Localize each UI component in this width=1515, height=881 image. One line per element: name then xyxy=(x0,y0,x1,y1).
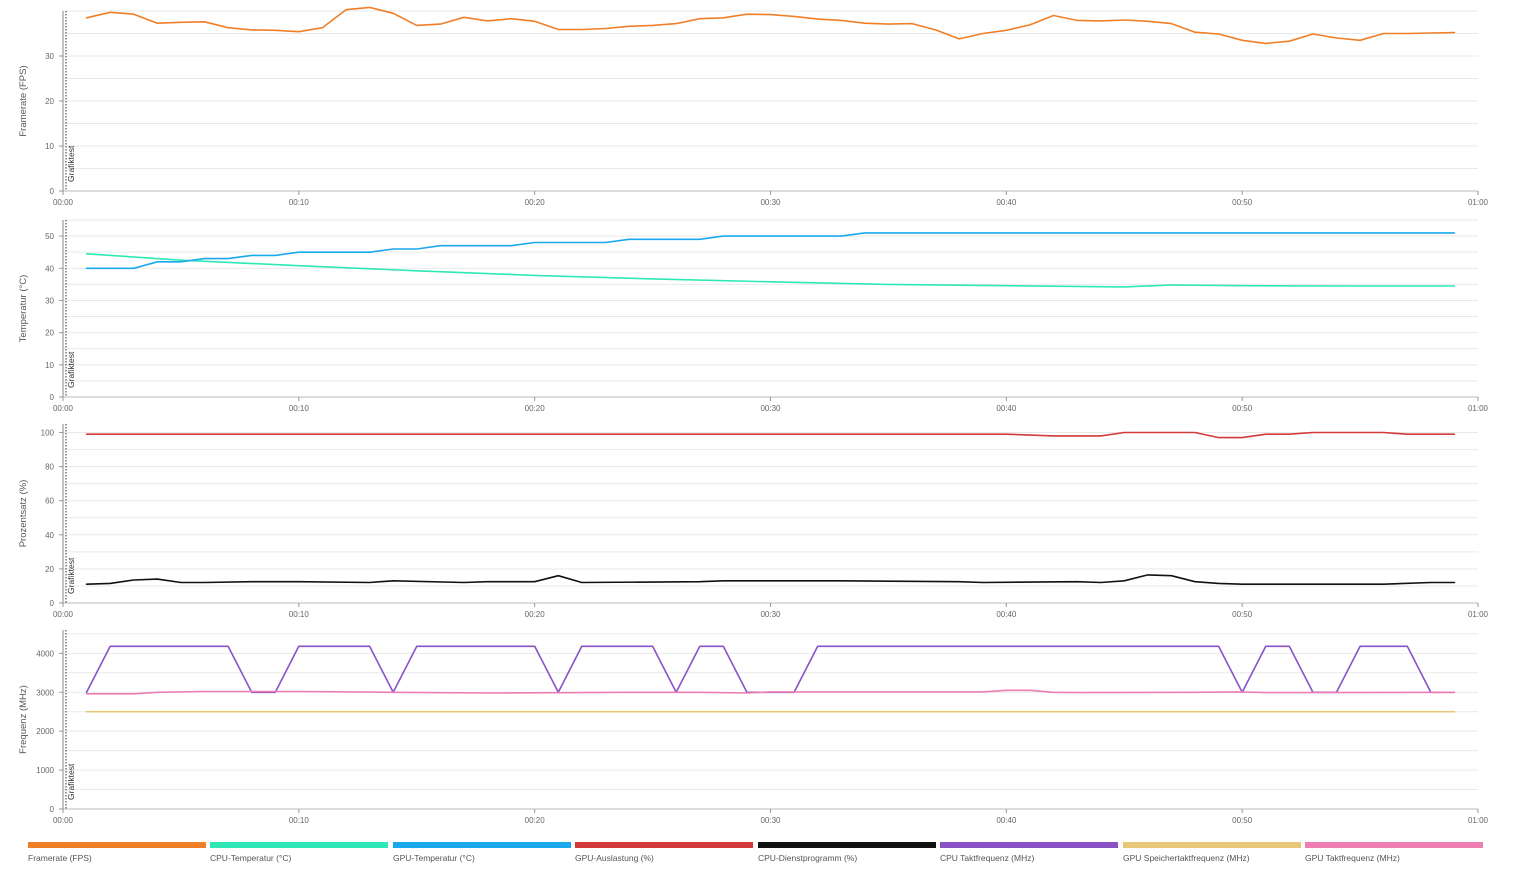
y-tick-label: 2000 xyxy=(36,727,54,736)
legend-swatch-gpu-clock xyxy=(1305,842,1483,848)
legend-label-gpu-utilization: GPU-Auslastung (%) xyxy=(575,853,654,863)
y-tick-label: 50 xyxy=(45,232,54,241)
y-axis-label: Prozentsatz (%) xyxy=(18,480,29,548)
legend-item-gpu-clock[interactable]: GPU Taktfrequenz (MHz) xyxy=(1305,842,1483,872)
y-tick-label: 60 xyxy=(45,497,54,506)
legend-item-cpu-temperature[interactable]: CPU-Temperatur (°C) xyxy=(210,842,388,872)
chart-panel-4: 0 1000 2000 3000 4000 00:00 00:10 00:20 00:30 00:… xyxy=(18,630,1489,825)
y-tick-label: 4000 xyxy=(36,649,54,658)
legend-swatch-gpu-memory-clock xyxy=(1123,842,1301,848)
y-axis-label: Temperatur (°C) xyxy=(18,275,29,343)
legend-item-gpu-utilization[interactable]: GPU-Auslastung (%) xyxy=(575,842,753,872)
y-tick-label: 10 xyxy=(45,361,54,370)
y-tick-label: 100 xyxy=(41,429,55,438)
x-tick-label: 00:10 xyxy=(289,816,310,825)
legend-label-cpu-clock: CPU Taktfrequenz (MHz) xyxy=(940,853,1035,863)
marker-label: Grafiktest xyxy=(66,763,76,800)
x-tick-label: 01:00 xyxy=(1468,404,1489,413)
y-tick-label: 20 xyxy=(45,565,54,574)
series-line-gpu-auslastung[interactable] xyxy=(85,431,1456,439)
series-line-gpu-temperatur-c[interactable] xyxy=(85,232,1456,270)
chart-panel-1: 0 10 20 30 00:00 00:10 00:20 00:30 00:40 00:50 01:… xyxy=(18,6,1489,207)
y-axis-label: Framerate (FPS) xyxy=(18,65,29,136)
x-tick-label: 01:00 xyxy=(1468,610,1489,619)
x-tick-label: 00:00 xyxy=(53,404,74,413)
y-tick-label: 30 xyxy=(45,52,54,61)
x-tick-label: 00:30 xyxy=(760,198,781,207)
legend-item-gpu-temperature[interactable]: GPU-Temperatur (°C) xyxy=(393,842,571,872)
x-tick-label: 00:50 xyxy=(1232,198,1253,207)
x-tick-label: 00:20 xyxy=(525,198,546,207)
x-tick-label: 00:40 xyxy=(996,610,1017,619)
y-tick-label: 20 xyxy=(45,97,54,106)
x-tick-label: 00:10 xyxy=(289,198,310,207)
legend: Framerate (FPS) CPU-Temperatur (°C) GPU-… xyxy=(28,842,1490,872)
chart-panel-2: 0 10 20 30 40 50 00:00 00:10 00:20 00:30 00:40 00:5… xyxy=(18,219,1489,413)
chart-panel-3: 0 20 40 60 80 100 00:00 00:10 00:20 00:30 00:40 00:… xyxy=(18,424,1489,619)
legend-label-framerate: Framerate (FPS) xyxy=(28,853,92,863)
x-tick-label: 00:40 xyxy=(996,404,1017,413)
x-tick-label: 00:10 xyxy=(289,404,310,413)
y-tick-label: 80 xyxy=(45,463,54,472)
legend-item-framerate[interactable]: Framerate (FPS) xyxy=(28,842,206,872)
series-line-framerate-fps[interactable] xyxy=(85,6,1456,45)
x-tick-label: 00:50 xyxy=(1232,404,1253,413)
y-tick-label: 3000 xyxy=(36,688,54,697)
marker-label: Grafiktest xyxy=(66,351,76,388)
x-tick-label: 00:10 xyxy=(289,610,310,619)
legend-label-gpu-clock: GPU Taktfrequenz (MHz) xyxy=(1305,853,1400,863)
x-tick-label: 00:30 xyxy=(760,816,781,825)
legend-item-gpu-memory-clock[interactable]: GPU Speichertaktfrequenz (MHz) xyxy=(1123,842,1301,872)
legend-label-cpu-temperature: CPU-Temperatur (°C) xyxy=(210,853,292,863)
x-tick-label: 00:50 xyxy=(1232,610,1253,619)
y-tick-label: 0 xyxy=(50,805,55,814)
x-tick-label: 00:40 xyxy=(996,198,1017,207)
x-tick-label: 00:00 xyxy=(53,610,74,619)
legend-swatch-cpu-temperature xyxy=(210,842,388,848)
x-tick-label: 00:20 xyxy=(525,610,546,619)
y-tick-label: 0 xyxy=(50,599,55,608)
y-tick-label: 40 xyxy=(45,531,54,540)
x-tick-label: 00:00 xyxy=(53,816,74,825)
y-tick-label: 1000 xyxy=(36,766,54,775)
x-tick-label: 01:00 xyxy=(1468,198,1489,207)
legend-swatch-gpu-utilization xyxy=(575,842,753,848)
marker-label: Grafiktest xyxy=(66,145,76,182)
legend-swatch-gpu-temperature xyxy=(393,842,571,848)
x-tick-label: 00:30 xyxy=(760,404,781,413)
legend-label-cpu-utility: CPU-Dienstprogramm (%) xyxy=(758,853,858,863)
y-tick-label: 0 xyxy=(50,187,55,196)
y-tick-label: 10 xyxy=(45,142,54,151)
x-tick-label: 00:30 xyxy=(760,610,781,619)
series-line-cpu-temperatur-c[interactable] xyxy=(85,253,1456,288)
legend-label-gpu-memory-clock: GPU Speichertaktfrequenz (MHz) xyxy=(1123,853,1250,863)
x-tick-label: 00:50 xyxy=(1232,816,1253,825)
series-line-cpu-dienstprogramm[interactable] xyxy=(85,574,1456,586)
legend-swatch-framerate xyxy=(28,842,206,848)
x-tick-label: 00:20 xyxy=(525,816,546,825)
x-tick-label: 00:00 xyxy=(53,198,74,207)
y-tick-label: 40 xyxy=(45,264,54,273)
x-tick-label: 00:40 xyxy=(996,816,1017,825)
marker-label: Grafiktest xyxy=(66,557,76,594)
legend-item-cpu-utility[interactable]: CPU-Dienstprogramm (%) xyxy=(758,842,936,872)
y-axis-label: Frequenz (MHz) xyxy=(18,685,29,754)
legend-swatch-cpu-clock xyxy=(940,842,1118,848)
legend-label-gpu-temperature: GPU-Temperatur (°C) xyxy=(393,853,475,863)
y-tick-label: 20 xyxy=(45,329,54,338)
x-tick-label: 01:00 xyxy=(1468,816,1489,825)
y-tick-label: 0 xyxy=(50,393,55,402)
legend-swatch-cpu-utility xyxy=(758,842,936,848)
y-tick-label: 30 xyxy=(45,296,54,305)
series-line-gpu-taktfrequenz-mhz[interactable] xyxy=(85,689,1456,695)
x-tick-label: 00:20 xyxy=(525,404,546,413)
legend-item-cpu-clock[interactable]: CPU Taktfrequenz (MHz) xyxy=(940,842,1118,872)
